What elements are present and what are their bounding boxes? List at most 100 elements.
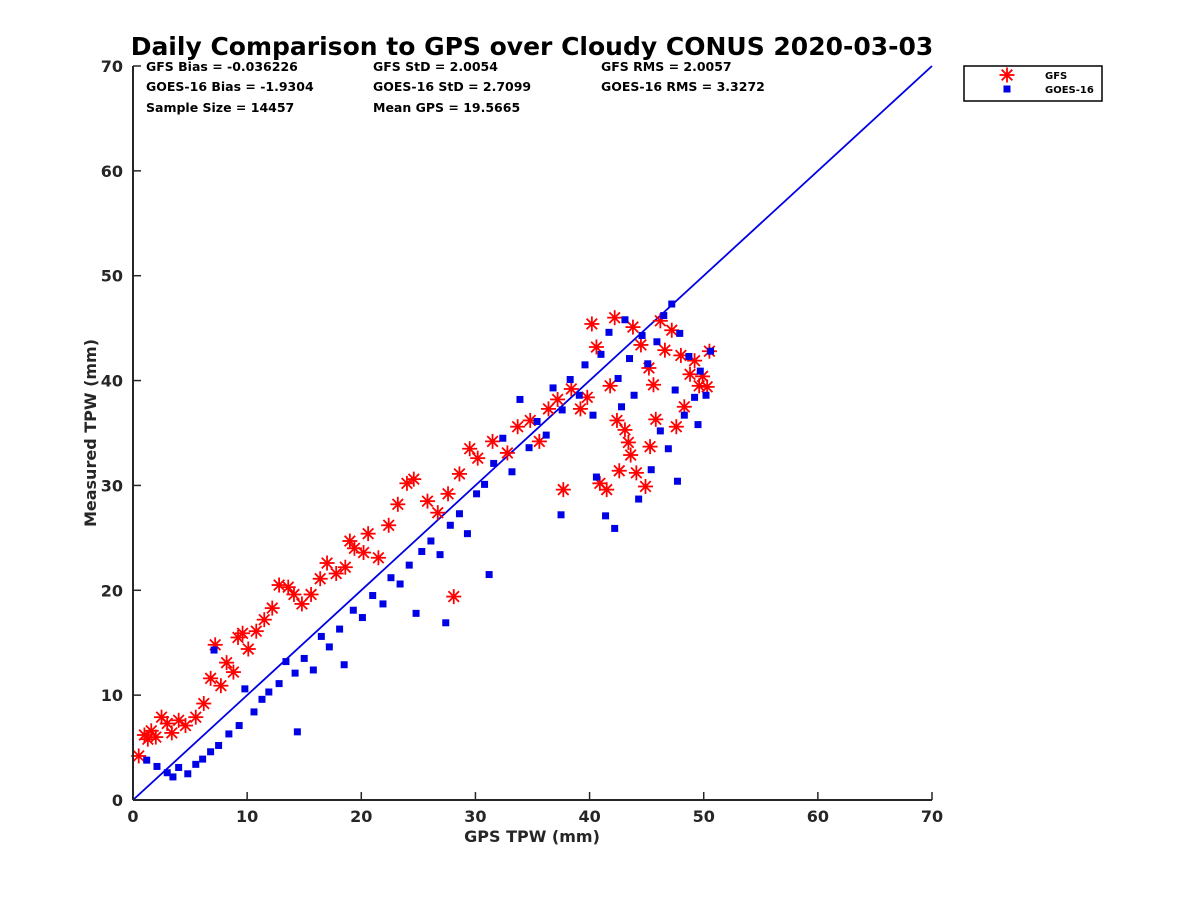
point-goes-16-23 [317,632,325,640]
point-goes-16-80 [676,329,684,337]
x-tick-label: 60 [807,807,829,826]
point-gfs-62-stroke [600,483,613,496]
point-gfs-67-stroke [619,423,631,436]
point-gfs-44-stroke [447,590,460,603]
y-tick-label: 40 [101,372,123,391]
point-goes-16-53 [557,511,565,519]
point-gfs-42-stroke [431,506,444,519]
point-goes-16-64 [614,374,622,382]
point-gfs-31-stroke [339,561,352,574]
point-gfs-61-stroke [593,477,606,490]
point-gfs-43-stroke [442,487,454,500]
point-gfs-88-stroke [701,380,714,393]
point-gfs-72 [633,337,649,353]
point-gfs-73-stroke [639,480,652,493]
point-gfs-72-stroke [634,338,647,351]
point-gfs-45-stroke [453,467,466,480]
x-tick-label: 70 [921,807,943,826]
point-gfs-84 [682,366,698,382]
point-gfs-59 [584,316,600,332]
point-gfs-83-stroke [678,400,691,413]
point-gfs-9 [178,718,194,734]
point-goes-16-40 [455,510,463,518]
point-goes-16-41 [463,530,471,538]
point-gfs-30 [328,566,344,582]
point-gfs-69 [623,447,639,463]
point-gfs-77-stroke [649,413,662,426]
point-goes-16-54 [558,406,566,414]
point-gfs-44 [446,589,462,605]
x-axis-label: GPS TPW (mm) [464,827,600,846]
point-goes-16-19 [291,669,299,677]
point-gfs-14-stroke [214,679,227,692]
legend-marker-gfs-stroke [1001,69,1013,81]
point-goes-16-16 [265,688,273,696]
point-goes-16-2 [163,769,171,777]
chart-title: Daily Comparison to GPS over Cloudy CONU… [131,32,934,61]
point-gfs-46-stroke [463,442,476,455]
point-gfs-45 [451,466,467,482]
point-gfs-23-stroke [273,579,286,591]
point-gfs-14 [213,678,229,694]
point-goes-16-73 [653,338,661,346]
point-goes-16-47 [508,468,516,476]
point-gfs-26 [294,596,310,612]
point-gfs-58 [579,389,595,405]
point-gfs-0-stroke [132,750,145,762]
legend: GFS GOES-16 [963,65,1103,102]
point-gfs-64 [607,310,623,326]
point-gfs-68 [620,434,636,450]
point-gfs-64-stroke [608,311,621,324]
point-goes-16-57 [581,361,589,369]
point-gfs-35 [360,526,376,542]
point-gfs-3-stroke [145,724,158,737]
point-goes-16-29 [369,592,377,600]
point-goes-16-31 [387,574,395,582]
point-goes-16-85 [696,367,704,375]
point-gfs-65 [609,412,625,428]
point-gfs-6 [159,715,175,731]
point-goes-16-66 [621,316,629,324]
point-gfs-20-stroke [250,625,263,638]
point-goes-16-3 [169,773,177,781]
point-goes-16-82 [685,352,693,360]
point-goes-16-58 [589,411,597,419]
x-tick-label: 10 [236,807,258,826]
point-gfs-70 [625,319,641,335]
point-gfs-69-stroke [624,449,637,461]
point-gfs-47-stroke [471,452,484,465]
point-goes-16-63 [611,524,619,532]
point-goes-16-83 [691,393,699,401]
point-gfs-26-stroke [295,597,308,610]
point-goes-16-81 [680,411,688,419]
point-gfs-58-stroke [581,391,594,404]
point-goes-16-62 [605,328,613,336]
point-gfs-18 [235,625,251,641]
point-goes-16-43 [481,480,489,488]
point-goes-16-76 [664,445,672,453]
point-gfs-60-stroke [590,341,603,353]
point-gfs-40-stroke [407,473,420,486]
point-gfs-82-stroke [674,349,687,362]
point-goes-16-34 [412,609,420,617]
legend-marker-goes-16 [1003,85,1011,93]
point-gfs-37 [381,517,397,533]
stat-r1-c1: GOES-16 StD = 2.7099 [373,79,531,94]
point-gfs-5-stroke [155,711,168,724]
point-gfs-70-stroke [627,321,639,334]
point-goes-16-84 [694,421,702,429]
point-gfs-53 [540,401,556,417]
point-goes-16-70 [638,331,646,339]
point-gfs-15-stroke [220,656,233,669]
point-gfs-31 [337,559,353,575]
point-gfs-30-stroke [330,567,343,580]
x-tick-label: 20 [350,807,372,826]
point-goes-16-69 [635,495,643,503]
point-gfs-54-stroke [551,393,564,406]
point-gfs-28-stroke [314,572,327,585]
point-gfs-41 [419,493,435,509]
legend-label-gfs: GFS [1045,71,1067,82]
point-goes-16-87 [707,347,715,355]
point-gfs-43 [440,486,456,502]
series-gfs [131,310,717,764]
